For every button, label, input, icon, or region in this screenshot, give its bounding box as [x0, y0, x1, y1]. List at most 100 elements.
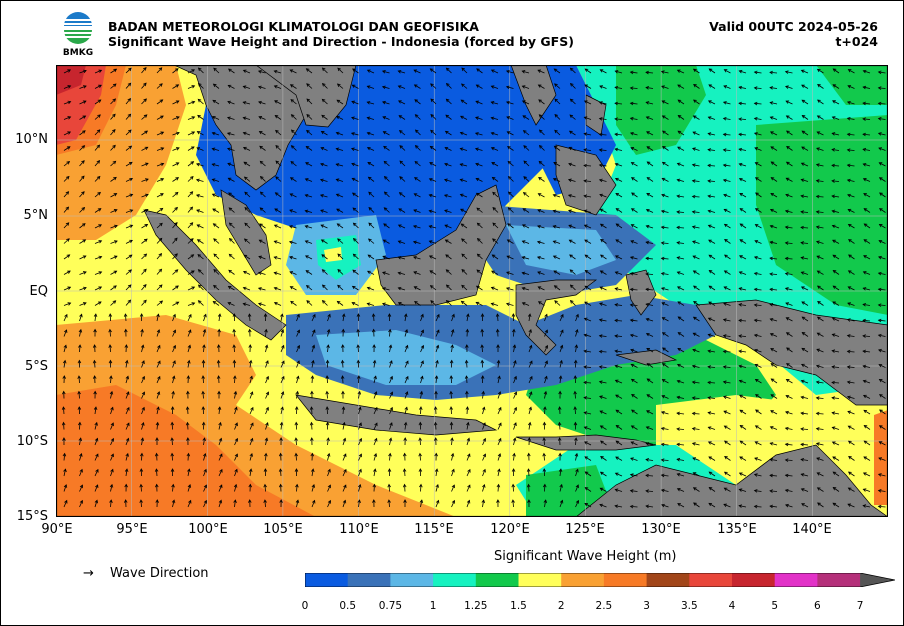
wave-arrow	[647, 161, 654, 167]
wave-arrow-head	[335, 163, 340, 167]
wave-arrow-head	[461, 268, 466, 273]
wave-arrow	[367, 101, 375, 105]
wave-arrow-head	[139, 468, 144, 472]
wave-arrow-head	[646, 131, 650, 135]
wave-arrow	[79, 130, 86, 136]
wave-arrow-head	[878, 239, 883, 244]
wave-arrow-head	[389, 422, 393, 426]
wave-arrow-head	[738, 379, 743, 384]
wave-arrow-head	[212, 83, 217, 88]
wave-arrow	[771, 161, 778, 167]
wave-arrow	[661, 504, 669, 508]
wave-arrow	[198, 300, 204, 306]
wave-arrow	[258, 272, 266, 275]
wave-arrow	[708, 149, 716, 151]
wave-arrow-head	[629, 256, 634, 260]
wave-arrow	[482, 453, 486, 461]
wave-arrow-head	[677, 130, 682, 135]
wave-arrow	[513, 360, 517, 368]
wave-arrow	[79, 255, 87, 260]
wave-arrow-head	[77, 375, 81, 379]
wave-arrow-head	[769, 302, 774, 307]
lat-label-15s: 15°S	[16, 509, 48, 524]
wave-arrow	[187, 314, 192, 322]
wave-arrow-head	[311, 344, 316, 349]
wave-arrow	[258, 86, 266, 89]
wave-arrow-head	[170, 452, 174, 457]
wave-arrow-head	[110, 422, 114, 427]
wave-arrow-head	[507, 191, 512, 196]
wave-arrow	[522, 208, 530, 213]
wave-arrow	[570, 98, 576, 105]
wave-arrow-head	[847, 223, 852, 228]
wave-arrow-head	[507, 176, 512, 180]
wave-arrow-head	[187, 468, 191, 473]
wave-arrow-head	[722, 365, 727, 369]
wave-arrow	[172, 253, 178, 260]
wave-arrow	[693, 472, 700, 477]
wave-arrow	[816, 180, 824, 182]
wave-arrow-head	[723, 69, 728, 73]
wave-arrow-head	[141, 406, 145, 411]
wave-arrow	[543, 437, 545, 446]
wave-arrow	[786, 317, 793, 322]
wave-arrow-head	[203, 484, 208, 489]
wave-arrow-head	[521, 100, 526, 104]
wave-arrow	[79, 469, 83, 477]
wave-arrow	[172, 100, 180, 105]
wave-arrow-head	[94, 421, 98, 426]
wave-arrow-head	[786, 363, 790, 367]
wave-arrow	[693, 332, 700, 337]
wave-arrow-head	[63, 344, 67, 349]
wave-arrow-head	[325, 359, 330, 364]
wave-arrow-head	[753, 473, 758, 477]
wave-arrow	[228, 286, 235, 291]
wave-arrow-head	[724, 254, 728, 258]
wave-arrow-head	[800, 225, 804, 230]
wave-arrow-head	[366, 286, 371, 291]
wave-arrow-head	[800, 286, 805, 290]
wave-arrow	[466, 438, 470, 446]
wave-arrow-head	[753, 489, 758, 493]
wave-arrow-head	[831, 441, 836, 445]
wave-arrow	[156, 329, 160, 337]
wave-arrow	[451, 329, 454, 337]
wave-arrow-head	[278, 483, 283, 488]
wave-arrow	[754, 319, 762, 322]
wave-arrow	[615, 394, 623, 399]
wave-arrow	[429, 240, 437, 244]
wave-arrow	[197, 99, 204, 105]
wave-arrow-head	[460, 208, 464, 212]
wave-arrow	[172, 301, 179, 306]
wave-arrow	[754, 87, 762, 89]
wave-arrow	[538, 161, 545, 167]
wave-arrow	[94, 484, 99, 492]
wave-arrow	[771, 378, 778, 384]
wave-arrow-head	[537, 84, 542, 88]
wave-arrow-head	[258, 271, 262, 275]
wave-arrow	[373, 469, 376, 477]
wave-arrow-head	[172, 313, 176, 318]
wave-arrow	[692, 255, 700, 260]
wave-arrow	[196, 147, 204, 151]
wave-arrow-head	[660, 473, 665, 478]
wave-arrow-head	[785, 302, 789, 306]
wave-arrow-head	[373, 375, 377, 380]
wave-arrow-head	[321, 114, 325, 119]
wave-arrow	[739, 350, 747, 353]
wave-arrow	[553, 178, 561, 182]
wave-arrow-head	[708, 239, 712, 243]
wave-arrow	[708, 84, 716, 89]
wave-arrow	[816, 241, 824, 244]
wave-arrow-head	[753, 116, 758, 121]
wave-arrow	[616, 425, 623, 430]
wave-arrow	[646, 303, 654, 306]
wave-arrow	[738, 118, 747, 120]
wave-arrow-head	[290, 145, 295, 149]
logo-text: BMKG	[63, 48, 93, 58]
wave-arrow	[353, 222, 359, 229]
wave-arrow	[389, 376, 393, 384]
wave-arrow-head	[677, 146, 681, 150]
wave-arrow	[63, 222, 70, 229]
wave-arrow-head	[646, 161, 651, 165]
